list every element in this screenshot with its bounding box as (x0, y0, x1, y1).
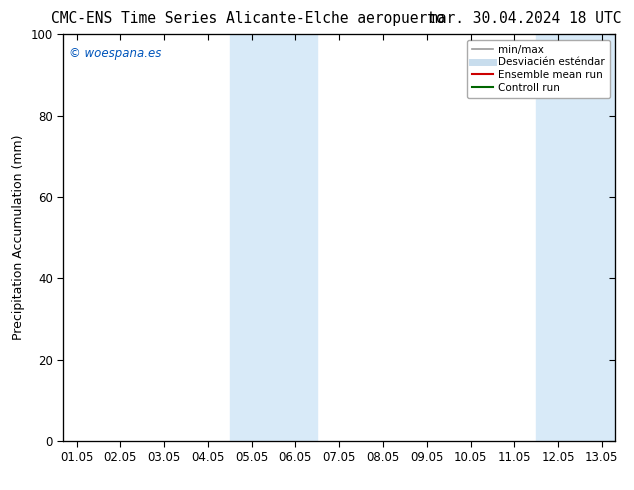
Legend: min/max, Desviacién esténdar, Ensemble mean run, Controll run: min/max, Desviacién esténdar, Ensemble m… (467, 40, 610, 98)
Bar (230, 34, 317, 441)
Text: © woespana.es: © woespana.es (69, 47, 161, 59)
Bar (536, 34, 624, 441)
Text: mar. 30.04.2024 18 UTC: mar. 30.04.2024 18 UTC (429, 11, 621, 26)
Text: CMC-ENS Time Series Alicante-Elche aeropuerto: CMC-ENS Time Series Alicante-Elche aerop… (51, 11, 444, 26)
Y-axis label: Precipitation Accumulation (mm): Precipitation Accumulation (mm) (12, 135, 25, 341)
